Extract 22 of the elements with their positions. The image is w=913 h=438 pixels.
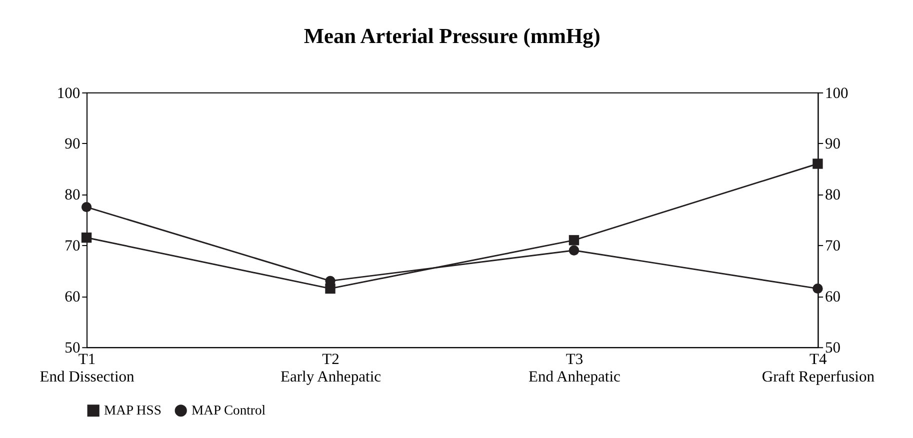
- chart-title: Mean Arterial Pressure (mmHg): [304, 24, 600, 48]
- point: [812, 158, 823, 169]
- point: [812, 283, 823, 294]
- point: [81, 232, 92, 243]
- y-tick-label: 100: [56, 84, 80, 102]
- legend-label: MAP HSS: [104, 402, 162, 418]
- y2-tick-label: 60: [825, 288, 841, 306]
- x-tick-label: T2 Early Anhepatic: [280, 351, 382, 386]
- y2-tick-label: 90: [825, 136, 841, 153]
- y-tick-label: 70: [64, 238, 80, 255]
- y-tick-label: 80: [64, 186, 80, 204]
- legend-label: MAP Control: [192, 402, 266, 418]
- point: [568, 235, 580, 246]
- point: [568, 245, 580, 256]
- point: [81, 202, 92, 212]
- y2-tick-label: 100: [825, 84, 849, 102]
- y-tick-label: 90: [64, 136, 80, 153]
- x-tick-label: T3 End Anhepatic: [528, 351, 621, 386]
- y2-tick-label: 50: [825, 340, 841, 357]
- y-tick-label: 60: [64, 288, 80, 306]
- y2-tick-label: 70: [825, 238, 841, 255]
- y2-tick-label: 80: [825, 186, 841, 204]
